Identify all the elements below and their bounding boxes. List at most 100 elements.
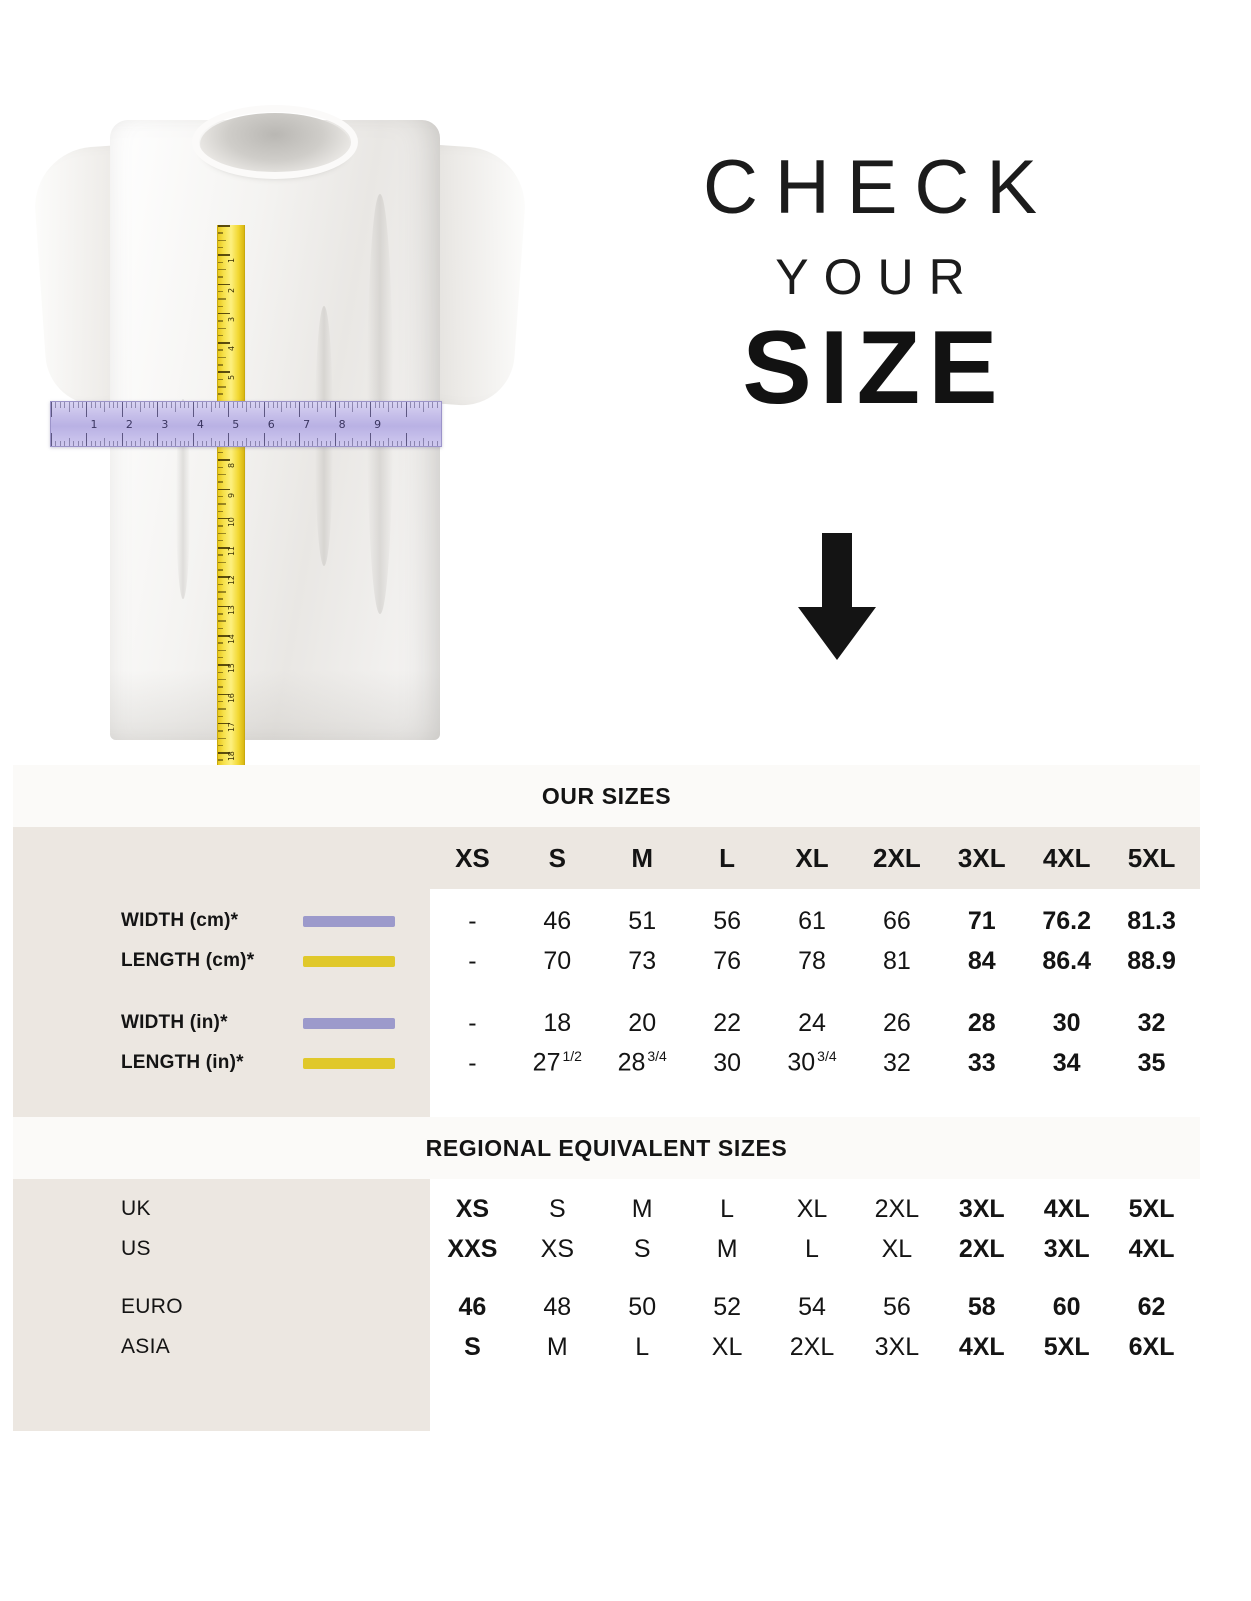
spacer-value-cell	[430, 1097, 1200, 1117]
width-color-swatch	[303, 1017, 395, 1029]
regional-cell: XL	[881, 1234, 913, 1263]
measurement-values-column: - 46 51 56 61 66 71 76.2 81.3 - 70 73 76 78 81 84 86.4 88…	[430, 889, 1200, 1097]
measurement-cell: 26	[882, 1008, 911, 1037]
measurement-cell: 32	[882, 1048, 911, 1077]
size-column-header: L	[719, 842, 736, 873]
size-header-label-spacer	[13, 827, 430, 889]
bottom-label-cell	[13, 1383, 430, 1431]
regional-cell: 48	[543, 1292, 572, 1321]
size-column-header: XL	[795, 842, 829, 873]
regional-sizes-title: REGIONAL EQUIVALENT SIZES	[425, 1134, 788, 1161]
regional-cell: 56	[882, 1292, 911, 1321]
measurement-cell: 27 1/2	[532, 1048, 582, 1077]
regional-cell: 46	[458, 1292, 487, 1321]
regional-cell: 52	[713, 1292, 741, 1321]
measurement-cell: 34	[1052, 1048, 1081, 1077]
regional-cell: 54	[798, 1292, 826, 1321]
measurement-label-text: LENGTH (cm)*	[121, 950, 255, 971]
measurements-block: WIDTH (cm)* LENGTH (cm)* WIDTH (in)* LENGTH…	[13, 889, 1200, 1097]
size-column-header: S	[548, 842, 566, 873]
measurement-cell: -	[468, 1048, 477, 1077]
regional-cell: XL	[711, 1332, 743, 1361]
regional-cell: XS	[540, 1234, 574, 1263]
regional-row-values: XXS XS S M L XL 2XL 3XL 4XL	[430, 1229, 1200, 1269]
measurement-cell: 71	[967, 906, 996, 935]
table-bottom-padding	[13, 1383, 1200, 1431]
regional-cell: 50	[628, 1292, 657, 1321]
measurement-cell: 22	[713, 1008, 741, 1037]
fraction-superscript: 1/2	[562, 1048, 582, 1065]
measurement-cell: 61	[798, 906, 826, 935]
measurement-cell: 35	[1137, 1048, 1166, 1077]
regional-row-label: UK	[121, 1197, 151, 1220]
measurement-cell: 84	[967, 946, 996, 975]
regional-row-values: XS S M L XL 2XL 3XL 4XL 5XL	[430, 1189, 1200, 1229]
measurement-cell: 20	[628, 1008, 657, 1037]
regional-cell: 4XL	[958, 1332, 1005, 1361]
measurement-label-text: LENGTH (in)*	[121, 1052, 244, 1073]
measurement-cell: 51	[628, 906, 657, 935]
regional-cell: M	[546, 1332, 568, 1361]
measurement-row-label: WIDTH (cm)*	[13, 901, 430, 941]
regional-cell: 3XL	[1043, 1234, 1090, 1263]
tshirt-collar-rim	[192, 105, 358, 179]
size-header-values: XS S M L XL 2XL 3XL 4XL 5XL	[430, 827, 1200, 889]
regional-cell: 6XL	[1128, 1332, 1175, 1361]
width-color-swatch	[303, 915, 395, 927]
measurement-label-text: WIDTH (cm)*	[121, 910, 239, 931]
regional-cell: L	[805, 1234, 819, 1263]
regional-cell: 60	[1052, 1292, 1081, 1321]
regional-cell: 58	[967, 1292, 996, 1321]
regional-group-gap	[13, 1269, 430, 1287]
regional-row-values: S M L XL 2XL 3XL 4XL 5XL 6XL	[430, 1327, 1200, 1367]
size-chart-table: OUR SIZES XS S M L XL 2XL 3XL 4XL 5XL WIDTH (cm)…	[13, 765, 1200, 1431]
regional-values-column: XS S M L XL 2XL 3XL 4XL 5XL XXS XS S M L XL 2XL 3XL 4XL 46…	[430, 1179, 1200, 1383]
unit-group-gap	[430, 981, 1200, 1003]
regional-cell: 62	[1137, 1292, 1166, 1321]
measurement-row-values: - 27 1/2 28 3/4 30 30 3/4 32 33 34 35	[430, 1043, 1200, 1083]
spacer-label-cell	[13, 1097, 430, 1117]
regional-title-band: REGIONAL EQUIVALENT SIZES	[13, 1117, 1200, 1179]
measurement-cell: -	[468, 1008, 477, 1037]
measurement-row-label: LENGTH (cm)*	[13, 941, 430, 981]
size-header-row: XS S M L XL 2XL 3XL 4XL 5XL	[13, 827, 1200, 889]
fraction-superscript: 3/4	[647, 1048, 667, 1065]
our-sizes-title: OUR SIZES	[541, 782, 672, 809]
yellow-measuring-tape-icon: 1234567891011121314151617181920	[217, 225, 245, 840]
size-column-header: 3XL	[957, 842, 1006, 873]
measurement-cell: 70	[543, 946, 572, 975]
unit-group-gap	[13, 981, 430, 1003]
our-sizes-title-band: OUR SIZES	[13, 765, 1200, 827]
regional-cell: L	[720, 1194, 735, 1223]
regional-cell: 5XL	[1128, 1194, 1175, 1223]
fraction-superscript: 3/4	[817, 1048, 837, 1065]
regional-cell: 3XL	[874, 1332, 920, 1361]
size-column-header: 4XL	[1042, 842, 1091, 873]
measurement-cell: 28 3/4	[617, 1048, 667, 1077]
regional-cell: S	[633, 1234, 651, 1263]
measurement-label-text: WIDTH (in)*	[121, 1012, 228, 1033]
size-column-header: 5XL	[1127, 842, 1176, 873]
regional-row-values: 46 48 50 52 54 56 58 60 62	[430, 1287, 1200, 1327]
headline-size: SIZE	[742, 310, 1006, 426]
measurement-cell: -	[468, 906, 477, 935]
tshirt-illustration: 1234567891011121314151617181920 12345678…	[31, 95, 529, 840]
regional-row-label: US	[121, 1237, 151, 1260]
regional-labels-column: UK US EURO ASIA	[13, 1179, 430, 1383]
regional-cell: 5XL	[1043, 1332, 1090, 1361]
regional-cell: 3XL	[958, 1194, 1005, 1223]
regional-group-gap	[430, 1269, 1200, 1287]
length-color-swatch	[303, 955, 395, 967]
measurement-cell: 76	[713, 946, 741, 975]
size-column-header: M	[631, 842, 654, 873]
length-color-swatch	[303, 1057, 395, 1069]
measurement-cell: 88.9	[1127, 946, 1176, 975]
measurement-cell: 30	[1052, 1008, 1081, 1037]
measurement-cell: 46	[543, 906, 572, 935]
regional-cell: S	[548, 1194, 566, 1223]
size-column-header: 2XL	[873, 842, 921, 873]
measurement-cell: 81.3	[1127, 906, 1176, 935]
measurement-cell: 24	[798, 1008, 826, 1037]
size-column-header: XS	[455, 842, 490, 873]
